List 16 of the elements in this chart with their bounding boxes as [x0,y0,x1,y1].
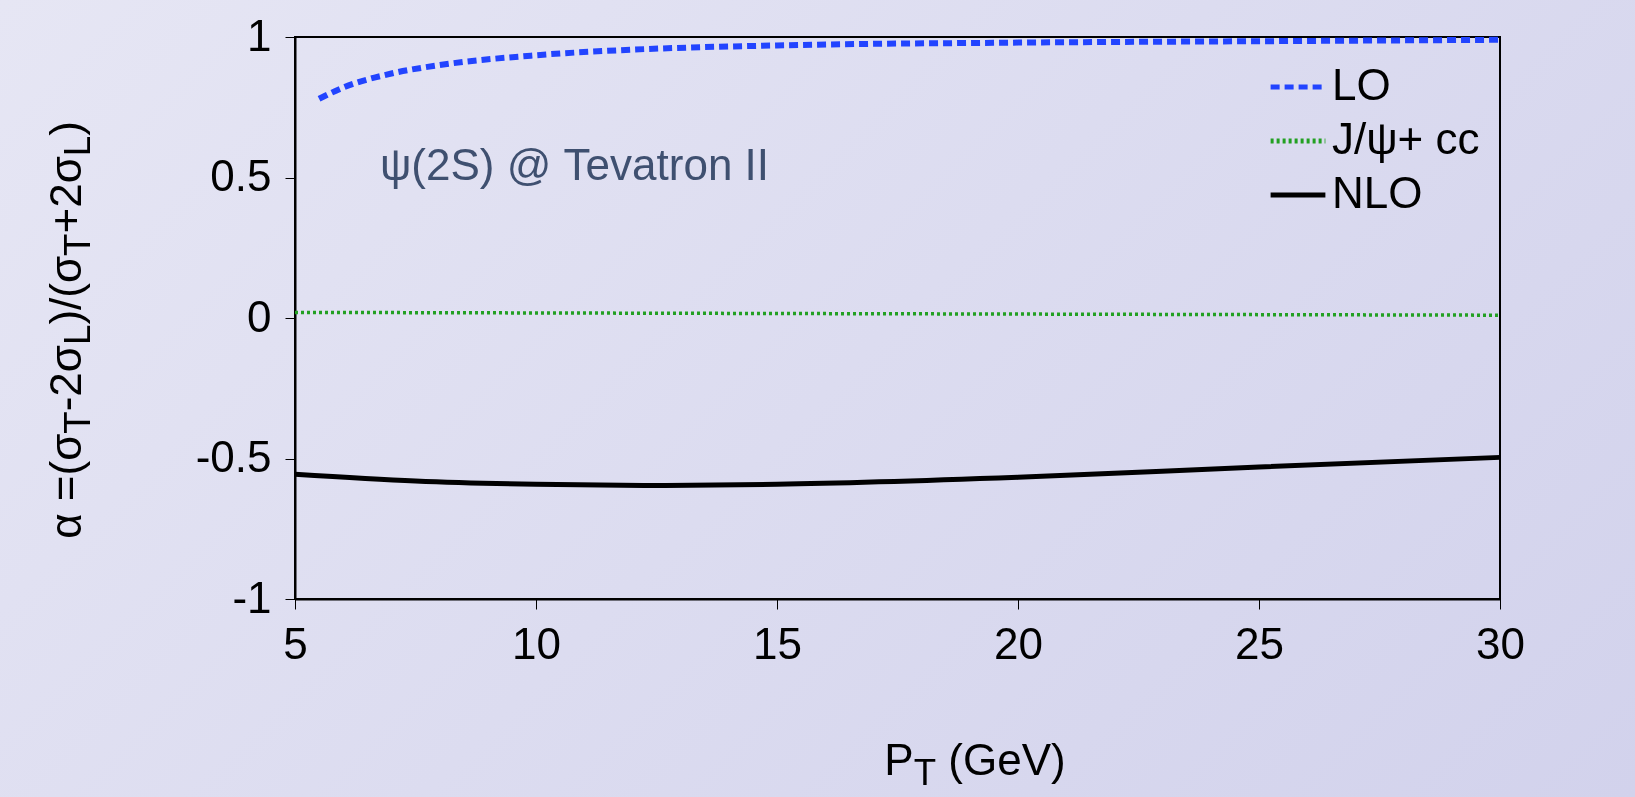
legend-label: NLO [1332,168,1423,217]
legend-label: J/ψ+ cc [1332,114,1480,163]
x-tick-label: 25 [1235,618,1284,668]
x-tick-label: 30 [1476,618,1525,668]
x-tick-label: 20 [994,618,1043,668]
x-tick-label: 15 [753,618,802,668]
y-tick-label: -0.5 [195,432,272,481]
y-tick-label: 0 [247,291,272,341]
y-tick-label: 0.5 [210,151,272,200]
y-tick-label: -1 [232,572,272,622]
legend-label: LO [1332,60,1391,109]
annotation: ψ(2S) @ Tevatron II [380,140,770,190]
x-tick-label: 10 [512,618,561,668]
x-axis-title: P$_{T}$ (GeV) [884,735,1066,794]
x-tick-label: 5 [283,618,308,668]
y-tick-label: 1 [247,10,272,60]
